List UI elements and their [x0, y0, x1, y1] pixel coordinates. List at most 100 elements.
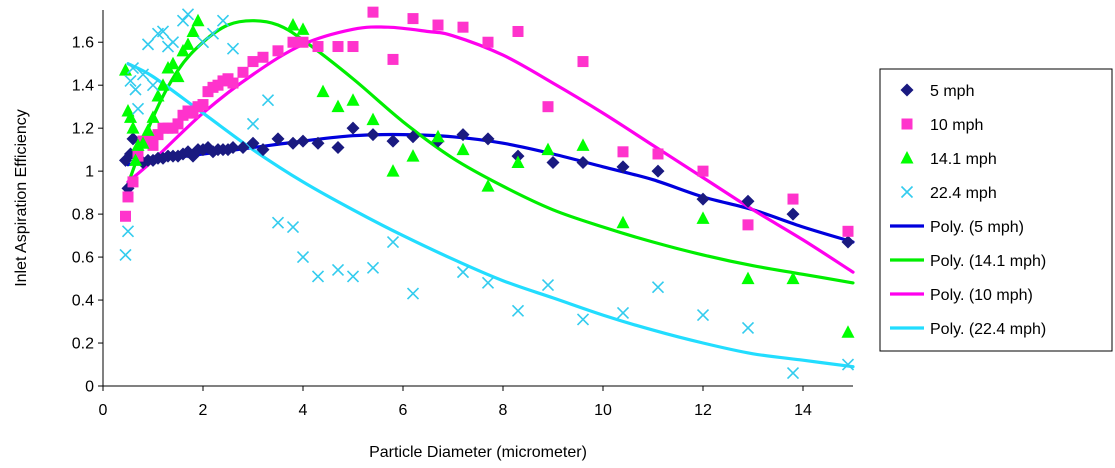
data-point-triangle [141, 123, 155, 136]
y-axis-title: Inlet Aspiration Efficiency [13, 109, 30, 287]
legend-label: 5 mph [930, 83, 974, 100]
data-point-diamond [481, 132, 495, 146]
data-point-square [197, 99, 209, 111]
data-point-diamond [651, 164, 665, 178]
data-point-diamond [296, 134, 310, 148]
data-point-x [456, 266, 470, 279]
data-point-x [131, 102, 145, 115]
data-point-square [127, 176, 139, 188]
data-point-square [237, 66, 249, 78]
data-point-triangle [191, 13, 205, 27]
data-point-diamond [786, 207, 800, 221]
data-point-x [181, 8, 195, 21]
data-point-square [697, 165, 709, 177]
data-point-triangle [366, 112, 380, 126]
data-point-x [511, 304, 525, 317]
data-point-triangle [841, 325, 855, 338]
data-point-square [187, 107, 199, 119]
data-point-triangle [181, 37, 195, 50]
data-point-x [271, 216, 285, 229]
legend-label: 10 mph [930, 117, 983, 134]
data-point-square [407, 13, 419, 25]
data-point-x [246, 117, 260, 130]
legend-label: Poly. (5 mph) [930, 219, 1024, 236]
y-tick-label: 0 [85, 379, 94, 396]
data-point-x [406, 287, 420, 300]
data-point-triangle [156, 78, 170, 91]
data-point-x [311, 270, 325, 283]
legend-label: Poly. (10 mph) [930, 287, 1033, 304]
data-point-x [286, 220, 300, 234]
data-point-triangle [296, 22, 310, 35]
y-tick-label: 0.8 [72, 207, 94, 224]
data-point-x [119, 248, 132, 262]
trendline-5 [126, 19, 855, 285]
x-tick-label: 4 [299, 402, 308, 419]
data-point-diamond [386, 134, 400, 148]
trendline-7 [126, 62, 855, 369]
data-point-x [576, 313, 590, 326]
data-point-square [617, 146, 629, 158]
data-point-x [651, 281, 665, 294]
data-point-x [121, 225, 135, 238]
data-point-x [541, 278, 555, 292]
data-point-diamond [346, 121, 360, 135]
y-tick-label: 0.2 [72, 336, 94, 353]
data-point-square [482, 36, 494, 48]
legend-label: Poly. (14.1 mph) [930, 253, 1046, 270]
y-ticks: 0 0.2 0.4 0.6 0.8 1 1.2 1.4 1.6 [72, 35, 103, 396]
legend-box [879, 68, 1113, 352]
data-point-triangle [406, 149, 420, 162]
data-point-square [542, 101, 554, 113]
data-point-triangle [741, 271, 755, 285]
data-point-triangle [136, 136, 150, 149]
data-point-square [787, 193, 799, 205]
data-point-triangle [124, 110, 137, 123]
markers [119, 6, 855, 380]
trendlines [126, 19, 855, 369]
data-point-x [296, 251, 310, 264]
plot-area: 0 0.2 0.4 0.6 0.8 1 1.2 1.4 1.6 0 2 4 6 8 10 12 14 [72, 6, 855, 419]
data-point-square [272, 45, 284, 57]
legend-swatch [901, 118, 913, 130]
data-point-x [386, 235, 400, 249]
data-point-x [331, 263, 345, 277]
data-point-diamond [256, 143, 270, 157]
series-3-points [119, 8, 855, 380]
data-point-square [122, 191, 134, 203]
data-point-x [226, 42, 240, 55]
data-point-square [577, 56, 589, 68]
x-tick-label: 2 [199, 402, 208, 419]
data-point-square [312, 41, 324, 53]
data-point-square [120, 210, 131, 222]
x-tick-label: 12 [694, 402, 712, 419]
legend-label: Poly. (22.4 mph) [930, 321, 1046, 338]
data-point-x [196, 36, 210, 49]
data-point-square [432, 19, 444, 31]
data-point-x [741, 321, 755, 335]
legend-swatch [900, 83, 914, 97]
data-point-triangle [126, 121, 140, 134]
data-point-triangle [481, 179, 495, 192]
data-point-diamond [456, 128, 470, 142]
data-point-square [347, 41, 359, 53]
series-2-points [119, 13, 855, 338]
data-point-square [652, 148, 664, 160]
data-point-square [257, 51, 269, 63]
data-point-triangle [171, 69, 185, 83]
data-point-triangle [166, 56, 180, 70]
data-point-square [247, 56, 259, 68]
data-point-square [367, 6, 379, 18]
y-tick-label: 1.2 [72, 121, 94, 138]
series-0-points [119, 121, 855, 249]
data-point-triangle [286, 18, 300, 31]
data-point-diamond [546, 156, 560, 170]
data-point-diamond [331, 141, 345, 155]
x-tick-label: 8 [499, 402, 508, 419]
legend-label: 14.1 mph [930, 151, 997, 168]
data-point-diamond [286, 136, 300, 150]
x-tick-label: 14 [794, 402, 812, 419]
data-point-x [126, 61, 140, 75]
legend-swatch [900, 151, 914, 164]
